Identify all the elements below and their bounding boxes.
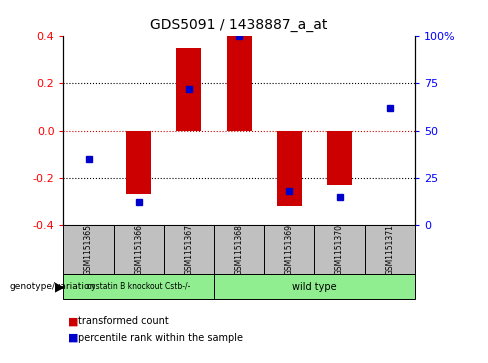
Text: ■: ■ [68, 333, 79, 343]
Bar [176, 48, 202, 131]
FancyBboxPatch shape [164, 225, 214, 274]
Bar [226, 36, 252, 131]
Text: cystatin B knockout Cstb-/-: cystatin B knockout Cstb-/- [87, 282, 190, 291]
Text: percentile rank within the sample: percentile rank within the sample [78, 333, 243, 343]
Bar [126, 131, 151, 195]
Text: ■: ■ [68, 316, 79, 326]
Title: GDS5091 / 1438887_a_at: GDS5091 / 1438887_a_at [150, 19, 328, 33]
Bar [277, 131, 302, 206]
FancyBboxPatch shape [214, 274, 415, 299]
Text: GSM1151369: GSM1151369 [285, 224, 294, 275]
FancyBboxPatch shape [114, 225, 164, 274]
Text: GSM1151371: GSM1151371 [385, 224, 394, 275]
Text: GSM1151366: GSM1151366 [134, 224, 143, 275]
Text: GSM1151370: GSM1151370 [335, 224, 344, 275]
FancyBboxPatch shape [214, 225, 264, 274]
FancyBboxPatch shape [314, 225, 365, 274]
Text: GSM1151367: GSM1151367 [184, 224, 193, 275]
Bar [327, 131, 352, 185]
FancyBboxPatch shape [63, 274, 214, 299]
Text: genotype/variation: genotype/variation [10, 282, 96, 291]
Text: transformed count: transformed count [78, 316, 169, 326]
FancyBboxPatch shape [264, 225, 314, 274]
FancyBboxPatch shape [365, 225, 415, 274]
Text: ▶: ▶ [55, 280, 65, 293]
Text: GSM1151365: GSM1151365 [84, 224, 93, 275]
Text: wild type: wild type [292, 282, 337, 292]
Text: GSM1151368: GSM1151368 [235, 224, 244, 275]
FancyBboxPatch shape [63, 225, 114, 274]
